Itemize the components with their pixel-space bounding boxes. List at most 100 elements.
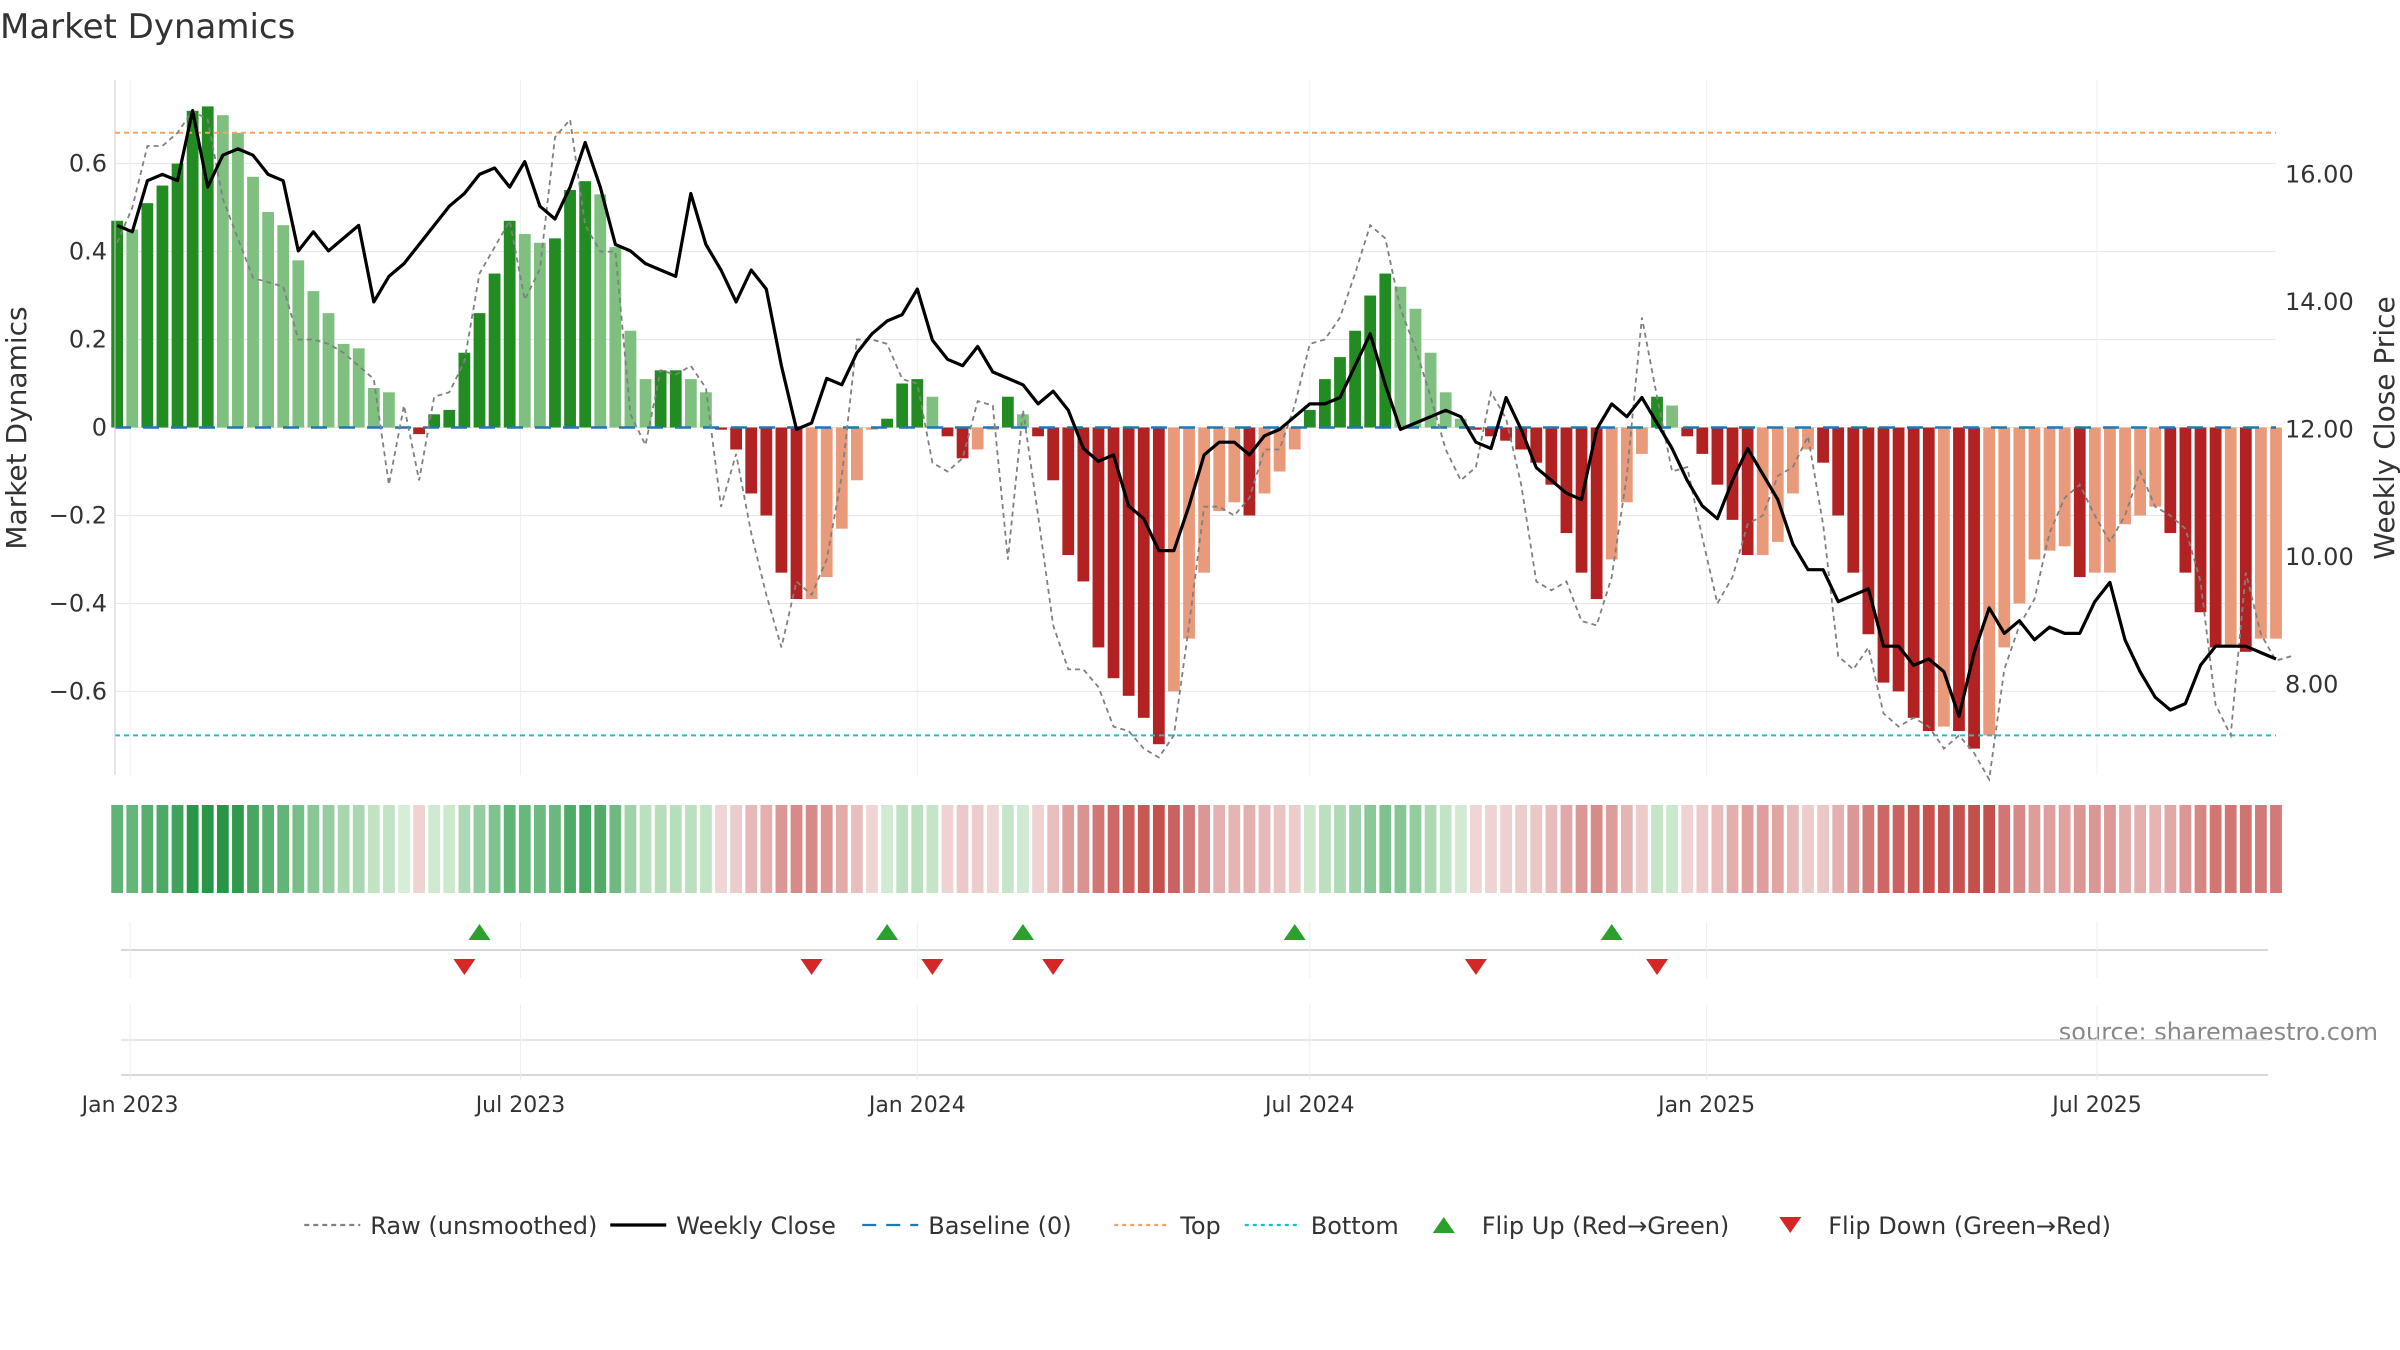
regime-cell [322, 805, 335, 893]
dynamics-bar [1636, 427, 1648, 454]
y-tick-label: −0.6 [49, 677, 107, 705]
dynamics-bar [352, 348, 365, 428]
y2-tick-label: 14.00 [2285, 288, 2354, 316]
dynamics-bar [760, 427, 773, 516]
regime-cell [1817, 805, 1829, 893]
dynamics-bar [1485, 427, 1497, 437]
lines-layer [115, 108, 2292, 783]
regime-cell [639, 805, 652, 893]
regime-cell [458, 805, 471, 893]
regime-cell [730, 805, 743, 893]
dynamics-bar [1122, 427, 1135, 696]
regime-cell [1575, 805, 1588, 893]
regime-cell [760, 805, 773, 893]
regime-cell [1787, 805, 1799, 893]
dynamics-bar [518, 233, 531, 428]
dynamics-bar [835, 427, 848, 529]
dynamics-bar [896, 383, 909, 428]
dynamics-bar [911, 379, 924, 428]
y2-tick-label: 16.00 [2285, 160, 2354, 188]
dynamics-bar [1017, 414, 1029, 428]
dynamics-bar [473, 313, 486, 428]
y-tick-label: −0.4 [49, 589, 107, 617]
regime-cell [926, 805, 939, 893]
flip-down-marker [1646, 959, 1669, 975]
dynamics-bar [1787, 427, 1799, 494]
dynamics-bar [2013, 427, 2026, 604]
regime-cell [367, 805, 380, 893]
regime-cell [1983, 805, 1996, 893]
regime-cell [171, 805, 184, 893]
regime-cell [111, 805, 124, 893]
dynamics-bar [413, 427, 425, 435]
dynamics-bar [609, 247, 622, 428]
dynamics-bar [564, 189, 576, 428]
dynamics-bar [2224, 427, 2237, 648]
regime-cell [186, 805, 199, 893]
dynamics-bar [1832, 427, 1845, 516]
regime-cell [911, 805, 924, 893]
regime-cell [2058, 805, 2071, 893]
dynamics-bar [1500, 427, 1512, 441]
regime-cell [2134, 805, 2147, 893]
dynamics-bar [307, 291, 320, 428]
flip-markers-panel [121, 922, 2268, 978]
regime-cell [2255, 805, 2267, 893]
regime-cell [2073, 805, 2086, 893]
axes-layer: −0.6 −0.4 −0.2 0 0.2 0.4 0.6 8.00 10.00 12.00 14.0… [49, 80, 2354, 775]
dynamics-bar [1666, 405, 1679, 428]
source-text: source: sharemaestro.com [2059, 1018, 2378, 1046]
dynamics-bar [1937, 427, 1950, 727]
regime-cell [488, 805, 501, 893]
dynamics-bar [111, 220, 124, 428]
dynamics-bar [322, 313, 335, 428]
regime-cell [533, 805, 546, 893]
dynamics-bar [1152, 427, 1165, 745]
dynamics-bar [805, 427, 818, 600]
dynamics-bar [1771, 427, 1784, 542]
x-tick-label: Jan 2023 [80, 1093, 179, 1118]
dynamics-bar [745, 427, 758, 494]
dynamics-bar [790, 427, 803, 600]
dynamics-bar [1968, 427, 1980, 749]
dynamics-bar [1651, 396, 1663, 428]
dynamics-bar [1288, 427, 1301, 450]
dynamics-bar [684, 379, 697, 428]
regime-cell [1485, 805, 1497, 893]
dynamics-bar [383, 392, 395, 428]
y2-tick-label: 8.00 [2285, 670, 2338, 698]
dynamics-bar [1107, 427, 1120, 679]
regime-cell [473, 805, 486, 893]
dynamics-bar [1062, 427, 1075, 556]
regime-cell [1953, 805, 1965, 893]
flip-down-marker [1042, 959, 1065, 975]
dynamics-bar [624, 330, 637, 428]
dynamics-bar [2088, 427, 2101, 573]
dynamics-bar [1953, 427, 1965, 732]
dynamics-bar [2179, 427, 2192, 573]
legend-item: Raw (unsmoothed) [304, 1212, 597, 1240]
regime-cell [1213, 805, 1226, 893]
regime-cell [1454, 805, 1467, 893]
dynamics-bar [851, 427, 863, 481]
regime-cell [1001, 805, 1014, 893]
regime-cell [2149, 805, 2162, 893]
regime-cell [609, 805, 622, 893]
dynamics-bar [1213, 427, 1226, 512]
regime-cell [684, 805, 697, 893]
dynamics-bar [926, 396, 939, 428]
regime-cell [337, 805, 350, 893]
dynamics-bar [579, 181, 592, 428]
legend-label: Flip Down (Green→Red) [1828, 1212, 2111, 1240]
regime-cell [262, 805, 275, 893]
regime-cell [1756, 805, 1769, 893]
dynamics-bar [971, 427, 984, 450]
regime-cell [1062, 805, 1075, 893]
dynamics-bar [1424, 352, 1437, 428]
dynamics-bar [2043, 427, 2056, 551]
regime-cell [669, 805, 682, 893]
regime-cell [1349, 805, 1361, 893]
regime-cell [1726, 805, 1739, 893]
dynamics-bar [2058, 427, 2071, 547]
regime-cell [1515, 805, 1528, 893]
